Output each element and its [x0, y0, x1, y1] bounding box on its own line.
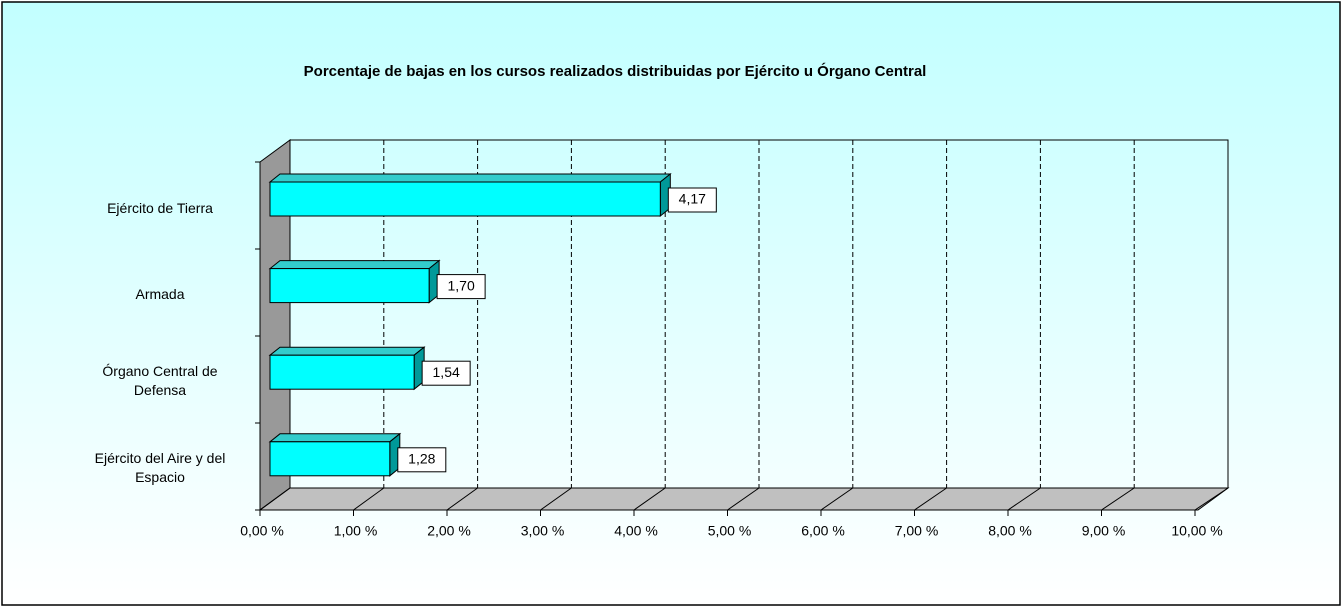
- value-label-box: [667, 187, 717, 213]
- x-tick-label: 7,00 %: [895, 523, 939, 539]
- bar-top: [268, 173, 672, 183]
- x-tick-label: 2,00 %: [427, 523, 471, 539]
- x-tick-label: 6,00 %: [801, 523, 845, 539]
- bar: [269, 441, 391, 477]
- floor-grid-line: [1194, 487, 1229, 511]
- chart-title: Porcentaje de bajas en los cursos realiz…: [304, 62, 927, 80]
- floor-grid-line: [633, 487, 666, 511]
- value-label-box: [436, 274, 486, 300]
- floor-grid-line: [259, 487, 291, 511]
- floor-grid-line: [914, 487, 947, 511]
- value-label: 1,28: [408, 451, 435, 467]
- bar: [269, 354, 415, 390]
- value-label-box: [397, 447, 447, 473]
- x-tick-label: 1,00 %: [334, 523, 378, 539]
- y-tick-label: Ejército de Tierra: [107, 199, 213, 216]
- floor-grid-line: [820, 487, 854, 511]
- value-label: 1,54: [433, 364, 460, 380]
- value-label-box: [421, 360, 471, 386]
- y-tick-label: Ejército del Aire y del Espacio: [94, 449, 226, 485]
- y-tick-label: Órgano Central de Defensa: [102, 363, 218, 399]
- value-label: 1,70: [447, 277, 474, 293]
- value-label: 4,17: [679, 191, 706, 207]
- x-tick-label: 10,00 %: [1171, 523, 1222, 539]
- x-tick-label: 3,00 %: [521, 523, 565, 539]
- floor-grid-line: [446, 487, 478, 511]
- floor-grid-line: [540, 487, 572, 511]
- x-tick-label: 9,00 %: [1082, 523, 1126, 539]
- bar-top: [268, 260, 441, 270]
- bar-top: [268, 433, 402, 443]
- x-tick-label: 8,00 %: [988, 523, 1032, 539]
- x-tick-label: 0,00 %: [240, 523, 284, 539]
- bar: [269, 181, 661, 217]
- x-tick-label: 4,00 %: [614, 523, 658, 539]
- bar: [269, 268, 430, 304]
- bar-top: [268, 346, 426, 356]
- floor-grid-line: [727, 487, 760, 511]
- floor-grid-line: [1101, 487, 1135, 511]
- x-tick-label: 5,00 %: [708, 523, 752, 539]
- floor-grid-line: [1007, 487, 1041, 511]
- floor-grid-line: [353, 487, 385, 511]
- y-tick-label: Armada: [135, 286, 185, 303]
